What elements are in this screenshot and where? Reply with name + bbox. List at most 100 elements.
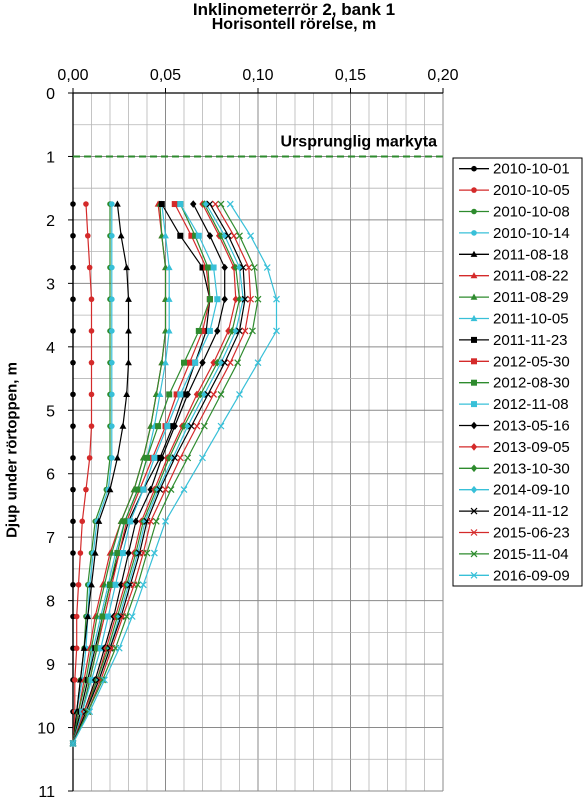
x-tick-label: 0,00 — [57, 67, 88, 84]
data-point — [210, 390, 218, 398]
data-point — [101, 676, 108, 684]
data-point — [91, 549, 99, 556]
data-point — [164, 423, 171, 430]
legend-label: 2011-10-05 — [493, 311, 569, 328]
data-point — [177, 391, 184, 398]
data-point — [162, 517, 169, 525]
series-2014-11-12 — [69, 200, 249, 747]
legend-swatch-marker — [471, 230, 477, 236]
data-point — [95, 517, 103, 524]
data-point — [199, 454, 206, 462]
legend-label: 2013-09-05 — [493, 439, 570, 456]
series-line — [72, 203, 93, 744]
data-point — [263, 264, 271, 271]
legend-label: 2014-11-12 — [493, 503, 569, 520]
series-2016-09-09 — [69, 200, 280, 747]
legend-swatch-marker — [471, 208, 477, 215]
data-point — [195, 232, 202, 239]
data-point — [254, 295, 262, 303]
data-point — [70, 264, 76, 271]
data-point — [88, 423, 95, 429]
legend-label: 2012-11-08 — [493, 396, 569, 413]
axes — [68, 88, 444, 792]
data-point — [86, 264, 93, 271]
data-point — [77, 550, 84, 556]
data-point — [117, 232, 125, 239]
data-point — [83, 201, 89, 207]
data-point — [205, 264, 212, 271]
data-point — [69, 739, 77, 747]
data-point — [109, 296, 115, 303]
data-point — [184, 390, 191, 399]
data-point — [166, 454, 173, 462]
data-point — [70, 423, 76, 429]
y-tick-label: 8 — [46, 594, 55, 611]
data-point — [123, 390, 131, 398]
legend-label: 2014-09-10 — [493, 482, 570, 499]
data-point — [134, 486, 141, 493]
legend-item: 2010-10-14 — [459, 225, 570, 242]
data-point — [193, 422, 201, 430]
y-tick-label: 2 — [46, 213, 55, 230]
data-point — [217, 422, 225, 430]
legend-swatch-marker — [470, 421, 478, 430]
data-point — [234, 359, 242, 367]
data-point — [116, 612, 123, 621]
data-point — [75, 581, 82, 588]
legend-label: 2010-10-01 — [493, 161, 570, 178]
legend-label: 2010-10-08 — [493, 204, 570, 221]
data-point — [232, 263, 239, 272]
data-point — [128, 613, 136, 620]
data-point — [250, 264, 258, 271]
series-line — [72, 203, 241, 744]
series-line — [72, 203, 226, 744]
legend-label: 2011-08-18 — [493, 246, 569, 263]
data-point — [214, 296, 221, 303]
series-line — [72, 203, 252, 744]
data-point — [88, 359, 95, 366]
data-point — [155, 423, 162, 430]
data-point — [97, 645, 104, 652]
data-point — [171, 454, 179, 462]
legend-label: 2015-06-23 — [493, 525, 570, 542]
legend-item: 2011-08-22 — [459, 268, 569, 285]
data-point — [83, 486, 89, 493]
data-point — [158, 454, 165, 462]
data-point — [134, 581, 142, 589]
data-point — [232, 295, 239, 304]
data-point — [226, 359, 234, 367]
data-point — [158, 201, 165, 208]
legend-label: 2013-10-30 — [493, 460, 570, 477]
data-point — [162, 486, 169, 494]
data-point — [171, 422, 178, 430]
data-point — [221, 295, 228, 304]
data-point — [187, 422, 195, 430]
series-line — [72, 204, 113, 744]
x-tick-labels: 0,00 0,05 0,10 0,15 0,20 — [57, 67, 458, 84]
data-point — [70, 232, 76, 239]
data-point — [203, 327, 210, 334]
data-point — [109, 328, 115, 334]
data-point — [70, 581, 76, 588]
y-tick-label: 6 — [46, 467, 55, 484]
chart-title: Inklinometerrör 2, bank 1 — [192, 0, 396, 19]
data-point — [140, 486, 147, 493]
legend-swatch-marker — [471, 187, 477, 193]
data-point — [236, 390, 243, 398]
legend-swatch-marker — [471, 358, 477, 365]
legend-swatch-marker — [471, 379, 477, 386]
data-point — [217, 390, 225, 398]
legend-item: 2015-06-23 — [459, 525, 570, 542]
data-point — [73, 645, 80, 652]
data-point — [109, 455, 115, 461]
legend: 2010-10-01 2010-10-05 2010-10-08 2010-10-14… — [452, 157, 583, 587]
legend-item: 2012-05-30 — [459, 353, 570, 370]
data-point — [109, 232, 115, 239]
legend-label: 2011-08-29 — [493, 289, 569, 306]
data-point — [156, 390, 164, 398]
data-point — [105, 613, 112, 620]
data-point — [247, 232, 255, 240]
y-tick-label: 4 — [46, 340, 55, 357]
y-tick-label: 7 — [46, 530, 55, 547]
legend-swatch-marker — [470, 443, 478, 451]
